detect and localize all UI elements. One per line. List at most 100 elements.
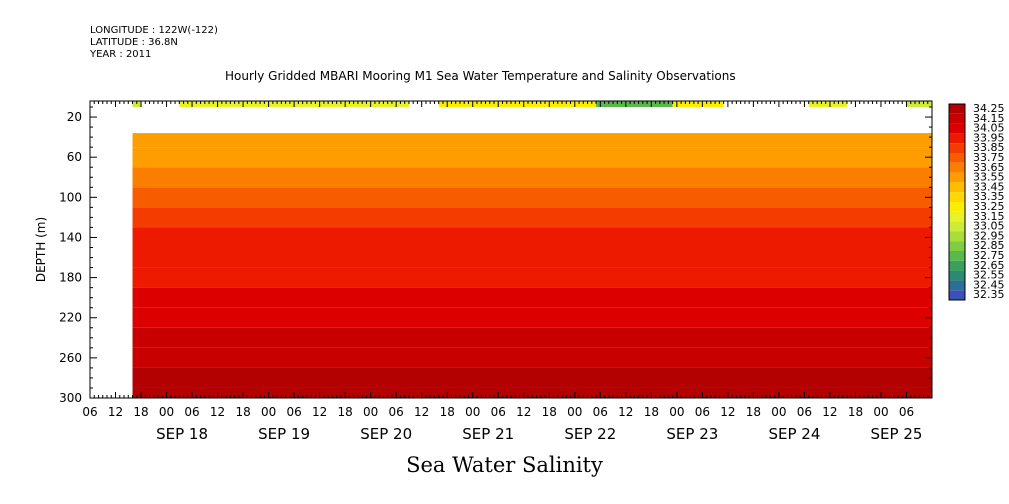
x-hour-label: 12	[108, 405, 123, 419]
colorbar-swatch	[949, 241, 965, 251]
colorbar-label: 34.15	[973, 112, 1005, 125]
y-axis-label: DEPTH (m)	[34, 217, 48, 282]
x-hour-label: 06	[695, 405, 710, 419]
colorbar-swatch	[949, 290, 965, 300]
colorbar-label: 32.45	[973, 278, 1005, 291]
x-hour-label: 00	[567, 405, 582, 419]
chart-title: Hourly Gridded MBARI Mooring M1 Sea Wate…	[225, 69, 736, 83]
x-hour-label: 00	[465, 405, 480, 419]
colorbar-swatch	[949, 251, 965, 261]
surface-salinity-strip	[438, 101, 597, 108]
colorbar-label: 32.85	[973, 239, 1005, 252]
y-tick-label: 180	[59, 271, 82, 285]
colorbar-swatch	[949, 182, 965, 193]
colorbar-label: 34.25	[973, 102, 1005, 115]
colorbar-swatch	[949, 192, 965, 202]
colorbar-label: 32.55	[973, 269, 1005, 282]
colorbar-label: 33.35	[973, 190, 1005, 203]
colorbar-label: 32.35	[973, 288, 1005, 301]
colorbar-label: 33.25	[973, 200, 1005, 213]
x-day-label: SEP 23	[666, 425, 718, 443]
y-tick-label: 300	[59, 391, 82, 405]
salinity-field	[132, 101, 932, 398]
year-label: YEAR : 2011	[90, 49, 152, 60]
colorbar-label: 33.15	[973, 210, 1005, 223]
colorbar-swatch	[949, 280, 965, 291]
y-tick-label: 100	[59, 190, 82, 204]
plot-axes: 20 60 100 140 180 220 260 300 DEPTH (m) 06 12 18 00 0…	[34, 100, 933, 443]
x-hour-label: 18	[644, 405, 659, 419]
salinity-band	[132, 187, 932, 208]
surface-salinity-strip	[672, 101, 724, 108]
x-hour-label: 06	[389, 405, 404, 419]
x-hour-label: 00	[771, 405, 786, 419]
x-hour-label: 12	[414, 405, 429, 419]
x-hour-label: 00	[159, 405, 174, 419]
salinity-band	[132, 367, 932, 388]
colorbar-swatch	[949, 202, 965, 212]
salinity-band	[132, 207, 932, 228]
y-tick-label: 140	[59, 230, 82, 244]
colorbar-label: 32.95	[973, 229, 1005, 242]
x-hour-label: 12	[822, 405, 837, 419]
colorbar-label: 33.95	[973, 131, 1005, 144]
colorbar-swatch	[949, 221, 965, 232]
colorbar-label: 33.05	[973, 220, 1005, 233]
x-hour-label: 00	[363, 405, 378, 419]
colorbar-label: 33.85	[973, 141, 1005, 154]
x-day-label: SEP 21	[462, 425, 514, 443]
colorbar-swatch	[949, 260, 965, 271]
x-hour-label: 18	[133, 405, 148, 419]
colorbar-label: 32.75	[973, 249, 1005, 262]
salinity-band	[132, 267, 932, 288]
x-hour-label: 18	[746, 405, 761, 419]
x-hour-label: 18	[235, 405, 250, 419]
salinity-band	[132, 227, 932, 248]
x-hour-label: 06	[797, 405, 812, 419]
colorbar-frame	[948, 103, 966, 301]
x-hour-label: 06	[593, 405, 608, 419]
colorbar-swatch	[949, 153, 965, 163]
x-day-label: SEP 24	[768, 425, 820, 443]
variable-title: Sea Water Salinity	[406, 453, 603, 477]
x-hour-label: 12	[720, 405, 735, 419]
colorbar-label: 33.45	[973, 180, 1005, 193]
salinity-band	[132, 167, 932, 188]
surface-salinity-strip	[596, 101, 673, 108]
salinity-band	[132, 133, 932, 148]
x-day-label: SEP 20	[360, 425, 412, 443]
colorbar-label: 33.75	[973, 151, 1005, 164]
colorbar-swatch	[949, 133, 965, 144]
salinity-band	[132, 327, 932, 348]
x-hour-label: 06	[82, 405, 97, 419]
x-hour-label: 12	[618, 405, 633, 419]
colorbar-swatch	[949, 123, 965, 134]
x-hour-label: 00	[873, 405, 888, 419]
surface-salinity-strip	[808, 101, 847, 108]
latitude-label: LATITUDE : 36.8N	[90, 37, 178, 48]
x-day-label: SEP 19	[258, 425, 310, 443]
salinity-band	[132, 247, 932, 268]
colorbar-swatch	[949, 172, 965, 183]
surface-salinity-strip	[906, 101, 932, 108]
salinity-band	[132, 387, 932, 398]
x-hour-label: 06	[286, 405, 301, 419]
longitude-label: LONGITUDE : 122W(-122)	[90, 25, 218, 36]
salinity-band	[132, 307, 932, 328]
colorbar-swatch	[949, 211, 965, 222]
colorbar-swatch	[949, 104, 965, 114]
x-hour-label: 18	[848, 405, 863, 419]
x-hour-label: 00	[261, 405, 276, 419]
x-hour-label: 12	[312, 405, 327, 419]
colorbar: 34.2534.1534.0533.9533.8533.7533.6533.55…	[948, 102, 1005, 301]
y-tick-label: 60	[67, 150, 82, 164]
x-day-label: SEP 22	[564, 425, 616, 443]
x-hour-label: 18	[542, 405, 557, 419]
x-day-label: SEP 18	[156, 425, 208, 443]
x-hour-label: 06	[899, 405, 914, 419]
x-hour-label: 18	[440, 405, 455, 419]
salinity-band	[132, 347, 932, 368]
salinity-band	[132, 147, 932, 168]
colorbar-label: 34.05	[973, 122, 1005, 135]
